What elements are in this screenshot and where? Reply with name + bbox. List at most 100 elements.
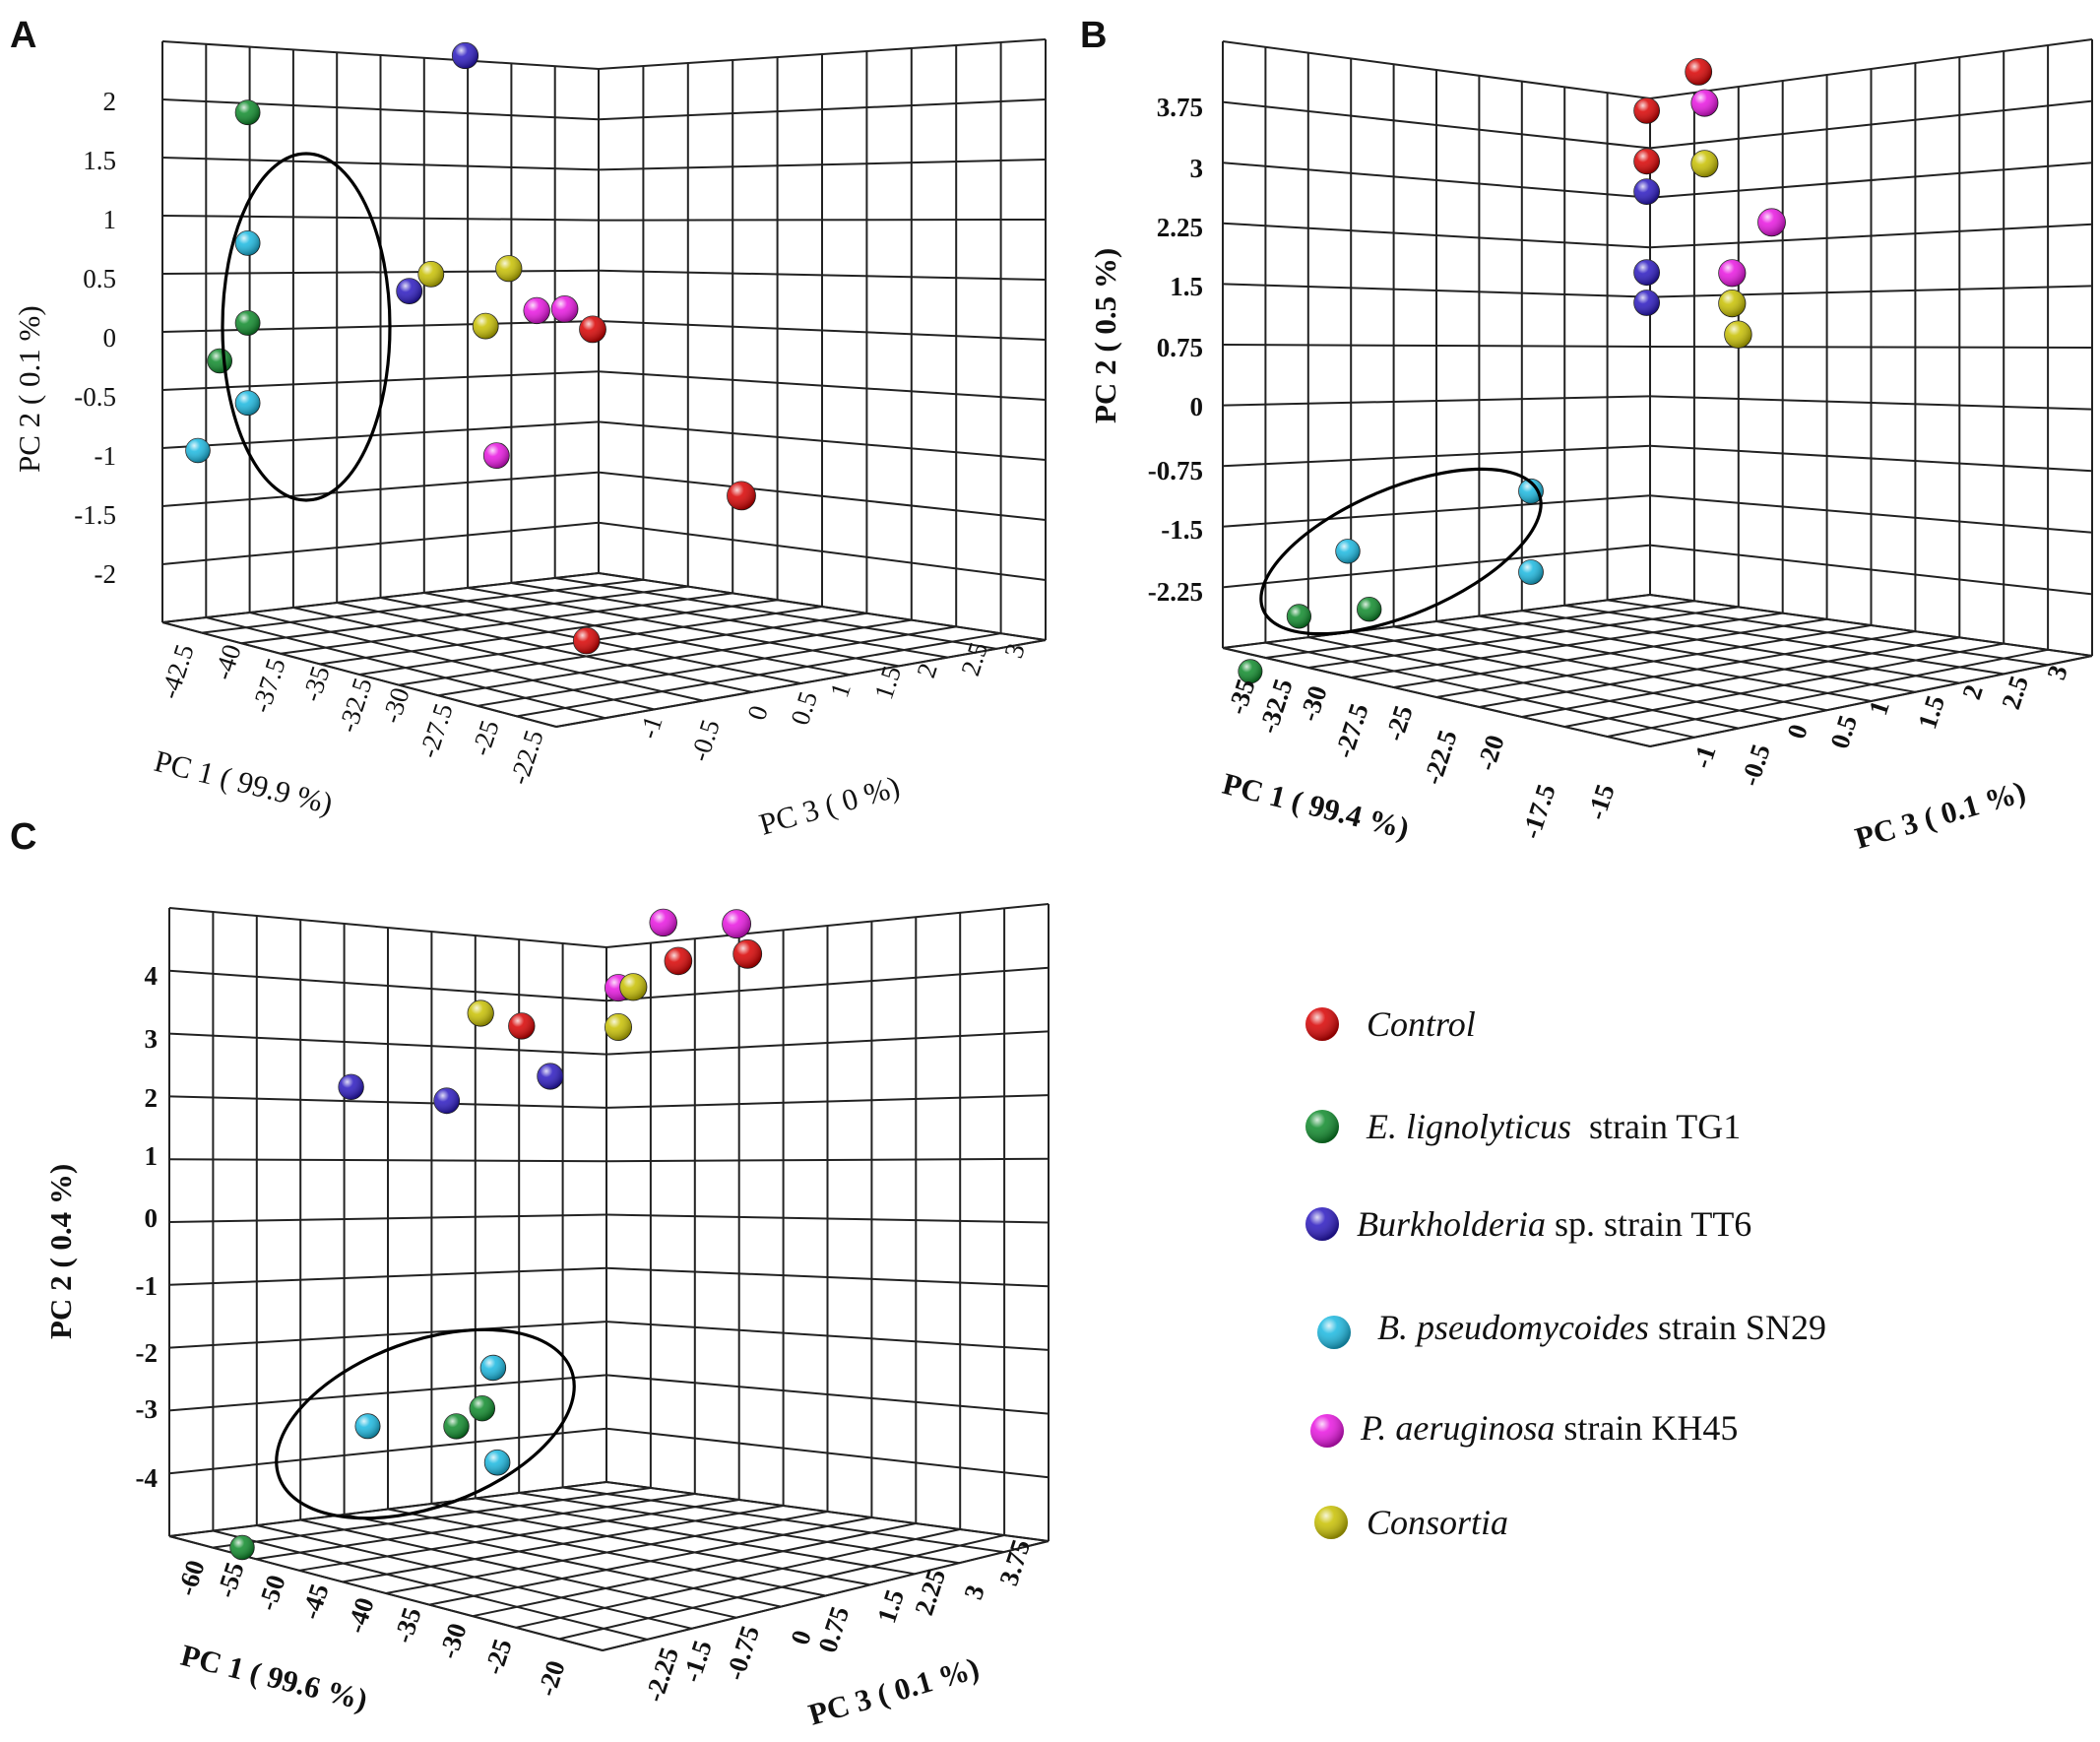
grid-line: [168, 1321, 607, 1349]
y-tick: 2.25: [1157, 213, 1203, 242]
y-tick: 0: [145, 1203, 159, 1233]
floor-grid-line: [1435, 624, 1872, 698]
box-frame-edge: [161, 621, 557, 728]
x-tick: -30: [376, 684, 415, 728]
panel-a-grid: [161, 38, 1047, 728]
legend-marker-shine: [1310, 1414, 1344, 1448]
grid-line: [605, 1374, 1050, 1415]
data-point-shine: [1633, 178, 1660, 205]
floor-grid-line: [511, 582, 948, 659]
legend-item-sn29: B. pseudomycoides strain SN29: [1317, 1308, 1826, 1349]
legend-marker-shine: [1305, 1007, 1339, 1041]
data-point-shine: [732, 939, 762, 969]
floor-grid-line: [423, 592, 851, 677]
y-tick: 3: [145, 1024, 159, 1054]
data-point-shine: [1633, 290, 1660, 316]
data-point-shine: [508, 1012, 536, 1040]
panel-c-y-ticks: 4 3 2 1 0 -1 -2 -3 -4: [136, 961, 159, 1493]
panel-c-cluster-ellipse: [275, 1327, 576, 1520]
floor-grid-line: [431, 1503, 870, 1586]
x-tick: -50: [252, 1572, 291, 1615]
data-point-shine: [1633, 97, 1660, 124]
data-point-shine: [396, 278, 422, 304]
panel-b-z-ticks: -1 -0.5 0 0.5 1 1.5 2 2.5 3: [1686, 662, 2073, 790]
x-tick: -40: [208, 641, 247, 684]
floor-grid-line: [558, 1534, 1005, 1641]
data-point-shine: [1757, 208, 1786, 236]
y-tick: 1.5: [83, 146, 116, 175]
data-point-shine: [417, 261, 444, 288]
data-point-shine: [605, 1013, 632, 1041]
floor-grid-line: [1521, 610, 1960, 684]
data-point-shine: [473, 313, 499, 340]
z-tick: 2: [1956, 681, 1989, 703]
x-tick: -45: [295, 1581, 335, 1624]
floor-grid-line: [385, 1511, 828, 1594]
floor-grid-line: [1607, 648, 2049, 738]
legend-label: B. pseudomycoides strain SN29: [1368, 1308, 1826, 1347]
data-point-shine: [1357, 597, 1381, 621]
y-tick: -2: [136, 1338, 159, 1368]
x-tick: -25: [478, 1636, 518, 1679]
floor-grid-line: [472, 1522, 917, 1618]
panel-c: C 4 3 2 1 0 -1 -2 -3 -4 -60 -55 -50 -45 …: [10, 816, 1050, 1732]
data-point-shine: [649, 909, 677, 936]
grid-line: [598, 521, 1047, 581]
data-point-shine: [1518, 479, 1544, 504]
x-tick: -30: [1294, 682, 1333, 726]
x-tick: -22.5: [1418, 727, 1463, 789]
data-point-shine: [185, 438, 211, 463]
data-point-shine: [537, 1063, 564, 1090]
y-tick: -1.5: [1161, 515, 1203, 545]
x-tick: -55: [211, 1559, 250, 1602]
data-point-shine: [433, 1087, 460, 1114]
x-tick: -20: [532, 1657, 571, 1701]
x-tick: -25: [466, 717, 505, 760]
x-tick: -17.5: [1516, 781, 1561, 843]
data-point-shine: [523, 297, 550, 324]
data-point-shine: [484, 1450, 510, 1476]
floor-grid-line: [437, 618, 912, 697]
z-tick: 2: [911, 660, 943, 681]
panel-c-z-axis-title: PC 3 ( 0.1 %): [804, 1650, 983, 1732]
box-frame-edge: [1222, 647, 1651, 747]
data-point-shine: [229, 1535, 255, 1560]
grid-line: [168, 1427, 607, 1475]
y-tick: -2.25: [1148, 577, 1203, 607]
panel-b: B 3.75 3 2.25 1.5 0.75 0 -0.75 -1.5 -2.2…: [1080, 15, 2093, 856]
floor-grid-line: [477, 625, 957, 707]
data-point-shine: [579, 315, 606, 343]
y-tick: 1: [103, 205, 117, 234]
x-tick: -32.5: [333, 675, 378, 737]
panel-a-y-ticks: 2 1.5 1 0.5 0 -0.5 -1 -1.5 -2: [74, 87, 116, 589]
data-point-shine: [1685, 58, 1712, 86]
grid-line: [168, 1213, 607, 1223]
grid-line: [168, 1374, 607, 1412]
x-tick: -42.5: [155, 641, 200, 703]
grid-line: [1222, 344, 1651, 348]
floor-grid-line: [1521, 636, 1960, 718]
legend-label: Burkholderia sp. strain TT6: [1357, 1204, 1751, 1244]
data-point-shine: [468, 1000, 494, 1027]
grid-line: [1649, 494, 2093, 534]
data-point-shine: [573, 627, 601, 654]
data-point-shine: [1718, 259, 1747, 287]
data-point-shine: [1633, 259, 1660, 286]
x-tick: -27.5: [414, 700, 459, 762]
z-tick: -0.5: [684, 716, 726, 765]
grid-line: [598, 420, 1047, 461]
x-tick: -60: [171, 1557, 211, 1600]
z-tick: 2.5: [955, 638, 993, 678]
x-tick: -40: [341, 1594, 380, 1638]
legend-marker-shine: [1305, 1110, 1339, 1143]
data-point-shine: [207, 349, 232, 373]
data-point-shine: [443, 1413, 470, 1440]
panel-a: A 2 1.5 1 0.5 0 -0.5 -1 -1.5 -2 -42.5 -4…: [10, 15, 1047, 842]
data-point-shine: [1690, 90, 1718, 117]
data-point-shine: [452, 42, 478, 69]
z-tick: 2.5: [1996, 672, 2034, 712]
data-point-shine: [1633, 148, 1660, 174]
y-tick: 0: [103, 323, 117, 353]
panel-a-y-axis-title: PC 2 ( 0.1 %): [12, 305, 46, 473]
data-point-shine: [1518, 559, 1544, 585]
